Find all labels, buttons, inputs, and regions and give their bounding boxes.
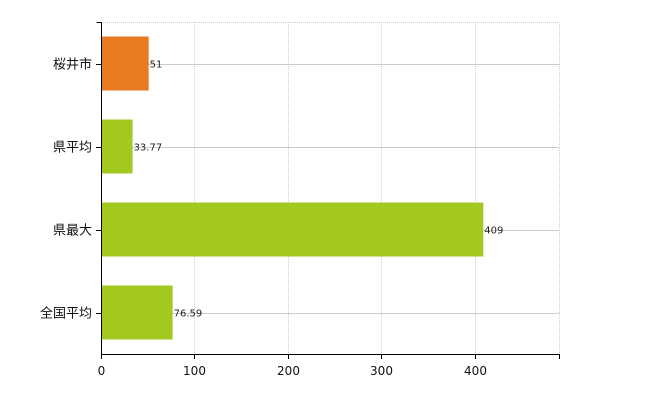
bar-1 <box>102 36 149 91</box>
bar-3 <box>102 202 484 257</box>
bars <box>102 36 484 340</box>
data-label-3: 409 <box>484 226 503 237</box>
x-tick-label-3: 200 <box>277 364 300 378</box>
bar-4 <box>102 285 173 340</box>
category-label-1: 桜井市 <box>53 57 92 73</box>
data-label-2: 33.77 <box>134 143 163 154</box>
category-label-4: 全国平均 <box>40 306 92 322</box>
x-tick-label-4: 300 <box>370 364 393 378</box>
bar-2 <box>102 119 133 174</box>
x-tick-label-2: 100 <box>183 364 206 378</box>
x-tick-label-1: 0 <box>98 364 106 378</box>
x-tick-label-5: 400 <box>464 364 487 378</box>
category-label-3: 県最大 <box>53 224 92 239</box>
data-label-4: 76.59 <box>174 309 203 320</box>
axes <box>96 22 560 359</box>
data-label-1: 51 <box>150 60 163 71</box>
category-label-2: 県平均 <box>53 141 92 156</box>
labels: 51 桜井市 33.77 県平均 409 県最大 76.59 全国平均 0 100 200 300 40… <box>40 57 503 379</box>
